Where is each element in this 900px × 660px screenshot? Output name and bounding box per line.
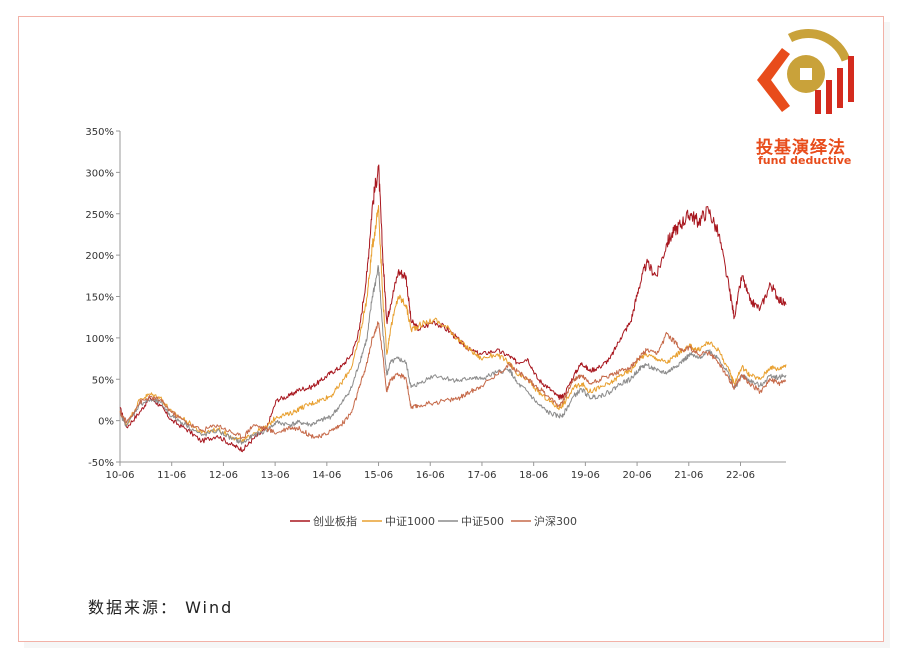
series-line-2 bbox=[119, 205, 787, 444]
chart-series bbox=[119, 164, 787, 453]
brand-logo bbox=[757, 29, 854, 114]
logo-coin-hole bbox=[800, 68, 812, 80]
y-tick-label: 150% bbox=[85, 293, 114, 304]
y-tick-label: 350% bbox=[85, 127, 114, 138]
x-tick-label: 10-06 bbox=[105, 470, 134, 481]
chart-legend: 创业板指 中证1000 中证500 沪深300 bbox=[290, 514, 577, 528]
brand-name-cn: 投基演绎法 bbox=[756, 138, 846, 158]
legend-label: 沪深300 bbox=[534, 514, 577, 528]
chart-card bbox=[18, 16, 884, 642]
x-tick-label: 17-06 bbox=[467, 470, 496, 481]
x-tick-label: 19-06 bbox=[571, 470, 600, 481]
x-tick-label: 13-06 bbox=[261, 470, 290, 481]
y-tick-label: 50% bbox=[92, 375, 114, 386]
legend-label: 中证1000 bbox=[385, 515, 435, 528]
logo-bar-4 bbox=[848, 56, 854, 102]
logo-bar-2 bbox=[826, 80, 832, 114]
y-tick-label: 0% bbox=[98, 417, 114, 428]
y-tick-label: -50% bbox=[88, 458, 114, 469]
x-tick-label: 12-06 bbox=[209, 470, 238, 481]
x-tick-label: 11-06 bbox=[157, 470, 186, 481]
y-tick-label: 250% bbox=[85, 210, 114, 221]
logo-bar-3 bbox=[837, 68, 843, 108]
y-tick-label: 200% bbox=[85, 251, 114, 262]
legend-label: 创业板指 bbox=[313, 514, 357, 528]
brand-name-en: fund deductive bbox=[758, 154, 852, 167]
x-tick-label: 20-06 bbox=[623, 470, 652, 481]
x-tick-label: 16-06 bbox=[416, 470, 445, 481]
legend-label: 中证500 bbox=[461, 515, 504, 528]
y-tick-label: 100% bbox=[85, 334, 114, 345]
chart-axes: -50% 0% 50% 100% 150% 200% 250% 300% 350% 10-06 11… bbox=[85, 127, 786, 481]
x-tick-label: 14-06 bbox=[312, 470, 341, 481]
x-tick-label: 21-06 bbox=[674, 470, 703, 481]
logo-arc bbox=[787, 29, 851, 62]
y-tick-label: 300% bbox=[85, 168, 114, 179]
series-line-1 bbox=[119, 164, 787, 453]
logo-chevron bbox=[757, 48, 790, 112]
logo-bar-1 bbox=[815, 90, 821, 114]
x-tick-label: 15-06 bbox=[364, 470, 393, 481]
x-tick-label: 22-06 bbox=[726, 470, 755, 481]
x-tick-label: 18-06 bbox=[519, 470, 548, 481]
series-line-4 bbox=[119, 321, 787, 440]
series-line-3 bbox=[119, 265, 787, 445]
source-note: 数据来源： Wind bbox=[88, 598, 234, 617]
